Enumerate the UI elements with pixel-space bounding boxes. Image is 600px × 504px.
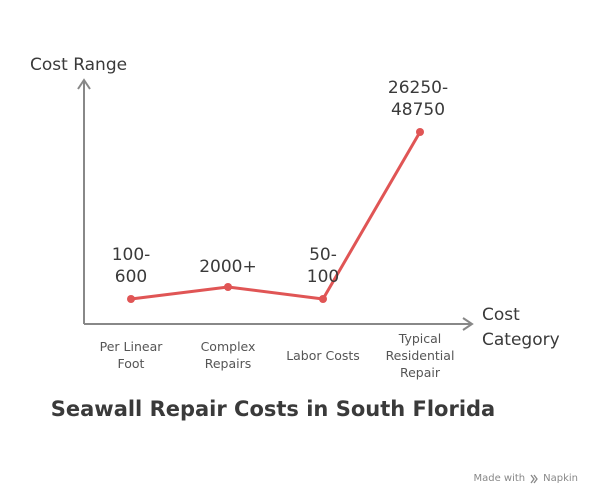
x-tick-label: Labor Costs [286, 348, 360, 363]
x-axis-title-line: Cost [482, 305, 520, 325]
x-tick-label: Repair [400, 365, 441, 380]
data-label: 26250- [388, 78, 448, 98]
x-tick-labels: Per Linear Foot Complex Repairs Labor Costs T… [100, 331, 455, 380]
data-label: 600 [115, 267, 147, 287]
watermark: Made with Napkin [473, 473, 578, 484]
x-tick-label: Typical [398, 331, 442, 346]
x-tick-label: Foot [118, 356, 145, 371]
chart-axes [77, 78, 474, 331]
y-axis-arrow [77, 78, 91, 90]
napkin-logo-icon [530, 474, 538, 483]
watermark-brand: Napkin [543, 473, 578, 484]
x-tick-label: Complex [201, 339, 256, 354]
x-axis-title-line: Category [482, 330, 560, 350]
line-chart: Cost Range Cost Category Per Linear Foot Co… [30, 55, 560, 380]
data-label: 48750 [391, 100, 445, 120]
data-point [416, 128, 424, 136]
series-line [129, 130, 422, 301]
x-axis-title: Cost Category [482, 305, 560, 350]
series-line-path [129, 130, 422, 301]
watermark-prefix: Made with [473, 473, 526, 484]
data-point [224, 283, 232, 291]
y-axis-title: Cost Range [30, 55, 127, 75]
chart-title: Seawall Repair Costs in South Florida [50, 397, 496, 421]
data-label: 100 [307, 267, 339, 287]
x-tick-label: Repairs [205, 356, 252, 371]
data-labels: 100-600 2000+ 50-100 26250-48750 [112, 78, 448, 287]
x-tick-label: Residential [386, 348, 455, 363]
data-label: 100- [112, 245, 151, 265]
data-point [319, 295, 327, 303]
data-label: 2000+ [199, 257, 257, 277]
data-point [127, 295, 135, 303]
data-label: 50- [309, 245, 337, 265]
data-points [127, 128, 424, 303]
x-tick-label: Per Linear [100, 339, 164, 354]
x-axis-arrow [462, 317, 474, 331]
